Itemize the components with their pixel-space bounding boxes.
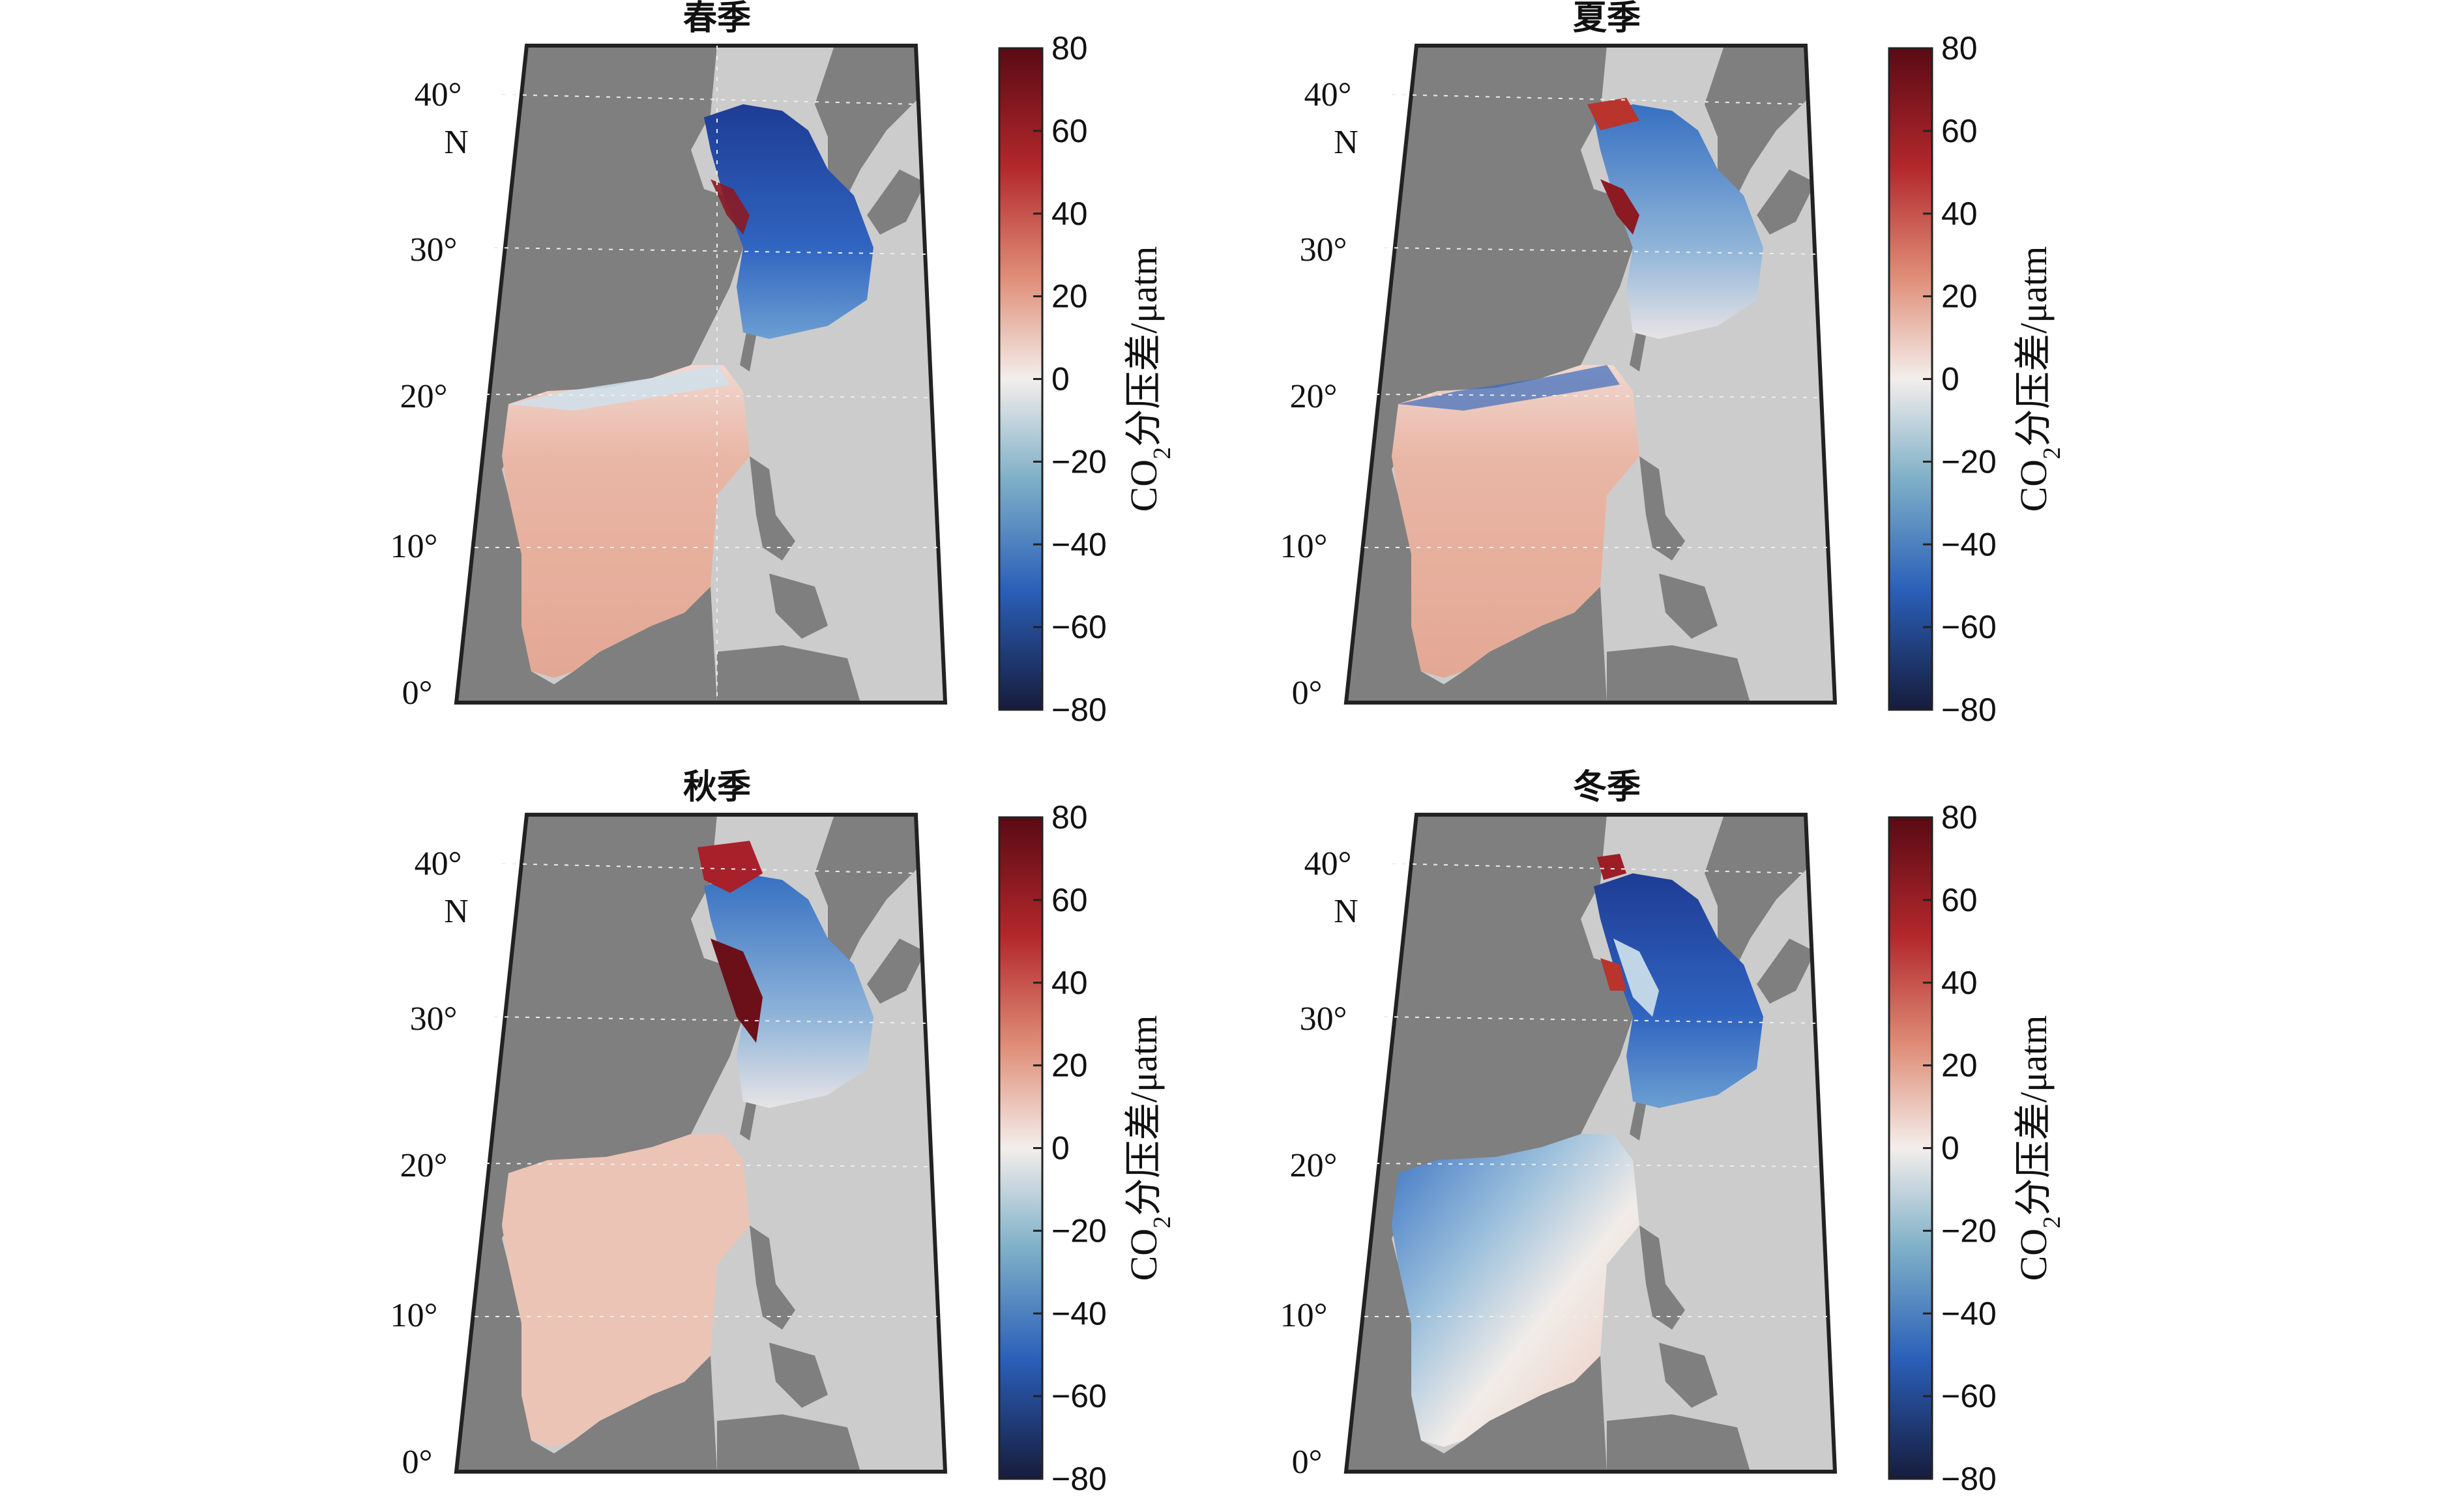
lat-label-0: 0° bbox=[1292, 675, 1323, 712]
colorbar-tick-label: −20 bbox=[1051, 1212, 1107, 1249]
colorbar-tick-label: −20 bbox=[1941, 1212, 1997, 1249]
lat-label-n: N bbox=[444, 893, 469, 930]
sea-shelf-light bbox=[508, 365, 730, 411]
colorbar: 80 60 40 20 0 −20 −40 −60 −80 CO2分压差/μatm bbox=[998, 30, 1176, 728]
colorbar-tick-label: 40 bbox=[1941, 196, 1978, 232]
map-panel-summer: 夏季 40° N 30° 20° 10° 0° bbox=[1280, 0, 1838, 712]
colorbar-tick-label: 20 bbox=[1051, 1047, 1088, 1084]
colorbar-tick-label: 80 bbox=[1941, 799, 1978, 836]
colorbar-label: CO2分压差/μatm bbox=[2012, 246, 2066, 512]
colorbar-tick-label: −80 bbox=[1941, 692, 1997, 728]
lat-label-n: N bbox=[1334, 124, 1358, 161]
colorbar-tick-label: −60 bbox=[1051, 1378, 1107, 1414]
colorbar-tick-label: 60 bbox=[1941, 882, 1978, 918]
lat-label-20: 20° bbox=[400, 378, 448, 415]
colorbar: 80 60 40 20 0 −20 −40 −60 −80 CO2分压差/μatm bbox=[1888, 30, 2066, 728]
map-panel-spring: 春季 40° N 30° 20° 10° 0° bbox=[390, 0, 948, 712]
colorbar-tick-label: −40 bbox=[1051, 1295, 1107, 1332]
panel-title: 冬季 bbox=[1573, 767, 1641, 807]
colorbar-tick-label: −80 bbox=[1051, 1461, 1107, 1497]
colorbar-tick-label: 60 bbox=[1051, 882, 1088, 918]
panel-title: 春季 bbox=[683, 0, 751, 38]
sea-coastal-warm bbox=[711, 179, 750, 235]
lat-label-30: 30° bbox=[1300, 1000, 1347, 1038]
lat-label-0: 0° bbox=[402, 1444, 433, 1481]
lat-label-10: 10° bbox=[390, 528, 438, 565]
colorbar-tick-label: 0 bbox=[1051, 1130, 1070, 1167]
lat-label-n: N bbox=[444, 124, 469, 161]
colorbar-tick-label: 60 bbox=[1941, 113, 1978, 149]
land-taiwan bbox=[740, 332, 756, 372]
colorbar-label: CO2分压差/μatm bbox=[1122, 246, 1176, 512]
colorbar-tick-label: −20 bbox=[1051, 443, 1107, 480]
colorbar-tick-label: 40 bbox=[1051, 965, 1088, 1001]
lat-label-30: 30° bbox=[410, 231, 458, 269]
colorbar-label: CO2分压差/μatm bbox=[2012, 1015, 2066, 1281]
colorbar-tick-label: 80 bbox=[1941, 30, 1978, 66]
colorbar-tick-label: −80 bbox=[1051, 692, 1107, 728]
lat-label-10: 10° bbox=[1280, 528, 1328, 565]
panel-title: 秋季 bbox=[683, 767, 751, 807]
lat-label-40: 40° bbox=[1304, 845, 1352, 882]
lat-label-n: N bbox=[1334, 893, 1358, 930]
land-japan bbox=[867, 169, 926, 235]
lat-label-10: 10° bbox=[390, 1297, 438, 1334]
colorbar-tick-label: −60 bbox=[1941, 1378, 1997, 1414]
land-mainland bbox=[456, 46, 743, 703]
lat-label-30: 30° bbox=[1300, 231, 1347, 269]
sea-east-china bbox=[704, 104, 873, 339]
lat-label-40: 40° bbox=[415, 76, 462, 113]
land-korea-japan bbox=[815, 46, 919, 196]
colorbar-tick-label: 40 bbox=[1051, 196, 1088, 232]
lat-label-20: 20° bbox=[1290, 1147, 1338, 1184]
colorbar-tick-label: −40 bbox=[1941, 526, 1997, 562]
lat-label-40: 40° bbox=[1304, 76, 1352, 113]
colorbar-tick-label: 20 bbox=[1941, 278, 1978, 315]
colorbar-tick-label: −60 bbox=[1051, 609, 1107, 645]
colorbar-tick-label: −60 bbox=[1941, 609, 1997, 645]
lat-label-20: 20° bbox=[400, 1147, 448, 1184]
colorbar-tick-label: 80 bbox=[1051, 30, 1088, 66]
map-panel-autumn: 秋季 40° N 30° 20° 10° 0° bbox=[390, 767, 948, 1481]
colorbar-tick-label: 0 bbox=[1941, 361, 1959, 398]
lat-label-30: 30° bbox=[410, 1000, 458, 1038]
colorbar-tick-label: 20 bbox=[1941, 1047, 1978, 1084]
colorbar-tick-label: −80 bbox=[1941, 1461, 1997, 1497]
colorbar-tick-label: −40 bbox=[1051, 526, 1107, 562]
lat-label-0: 0° bbox=[402, 675, 433, 712]
colorbar-label: CO2分压差/μatm bbox=[1122, 1015, 1176, 1281]
colorbar-tick-label: −40 bbox=[1941, 1295, 1997, 1332]
colorbar-tick-label: 80 bbox=[1051, 799, 1088, 836]
colorbar: 80 60 40 20 0 −20 −40 −60 −80 CO2分压差/μatm bbox=[1888, 799, 2066, 1497]
lat-label-10: 10° bbox=[1280, 1297, 1328, 1334]
colorbar-tick-label: 0 bbox=[1941, 1130, 1959, 1167]
colorbar-tick-label: 0 bbox=[1051, 361, 1070, 398]
colorbar: 80 60 40 20 0 −20 −40 −60 −80 CO2分压差/μatm bbox=[998, 799, 1176, 1497]
map-frame bbox=[454, 44, 948, 705]
colorbar-tick-label: 40 bbox=[1941, 965, 1978, 1001]
colorbar-tick-label: 20 bbox=[1051, 278, 1088, 315]
sea-south-china bbox=[502, 365, 750, 678]
lat-label-20: 20° bbox=[1290, 378, 1338, 415]
lat-label-40: 40° bbox=[415, 845, 462, 882]
land-philippines bbox=[717, 456, 860, 703]
colorbar-tick-label: 60 bbox=[1051, 113, 1088, 149]
lat-label-0: 0° bbox=[1292, 1444, 1323, 1481]
colorbars: 80 60 40 20 0 −20 −40 −60 −80 CO2分压差/μatm 80 60 40 20… bbox=[998, 30, 2066, 1497]
panel-title: 夏季 bbox=[1573, 0, 1641, 38]
colorbar-tick-label: −20 bbox=[1941, 443, 1997, 480]
map-panel-winter: 冬季 40° N 30° 20° 10° 0° bbox=[1280, 767, 1838, 1481]
